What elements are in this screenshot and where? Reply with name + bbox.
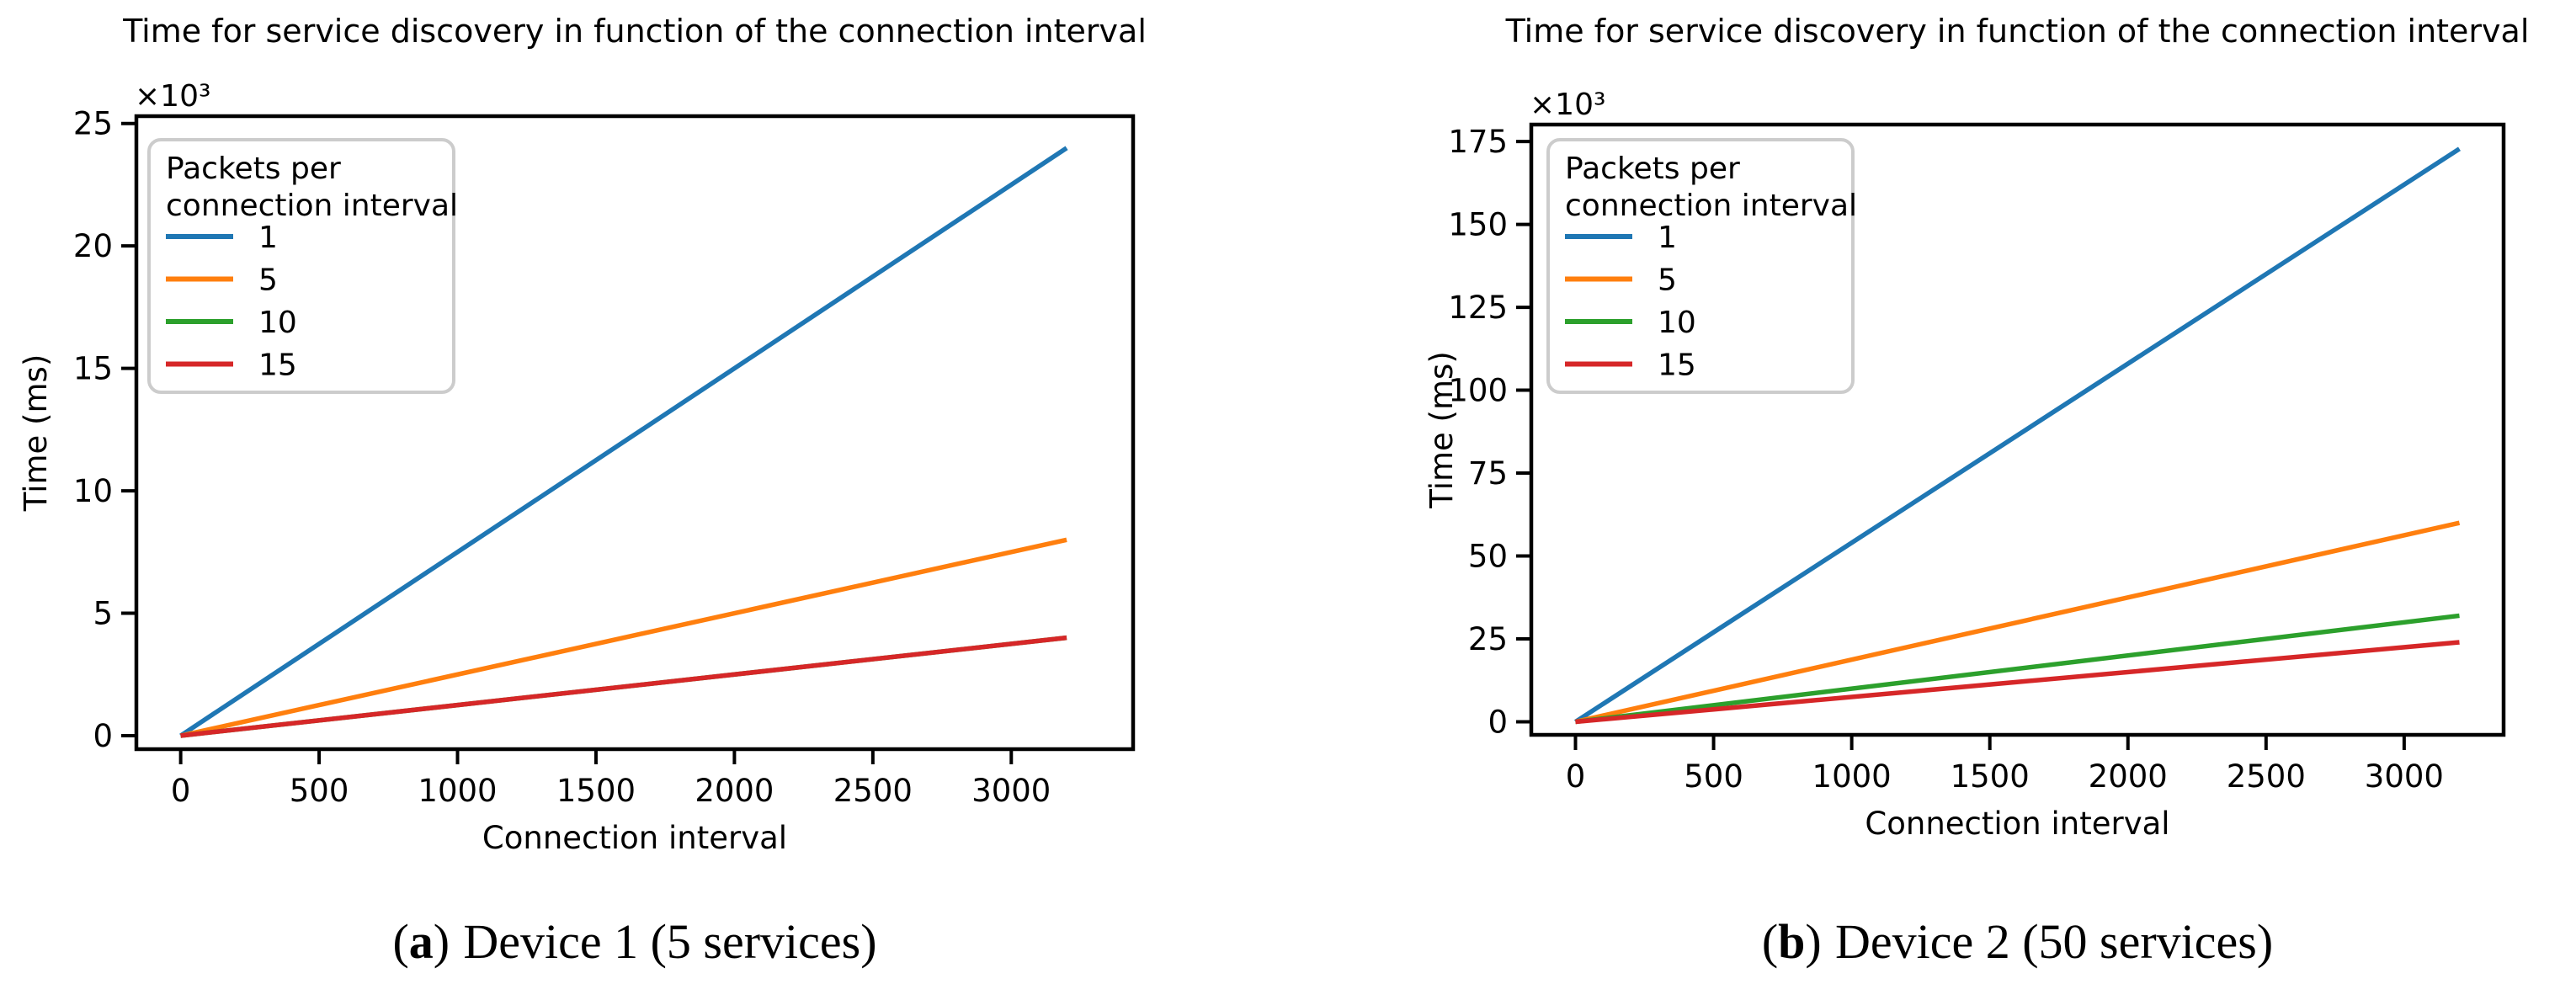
series-line-10 — [1575, 613, 2460, 725]
caption-a-paren-open: ( — [392, 914, 409, 969]
y-axis-multiplier: ×10³ — [135, 79, 210, 114]
x-tick-label: 0 — [1566, 758, 1586, 795]
y-tick-label: 10 — [73, 473, 113, 509]
y-tick-label: 50 — [1468, 539, 1508, 575]
legend-label: 1 — [1658, 221, 1677, 255]
x-tick-label: 2500 — [2227, 758, 2306, 795]
x-tick-label: 3000 — [2365, 758, 2444, 795]
chart-a-device1: Time for service discovery in function o… — [18, 13, 1147, 856]
legend-label: 10 — [1658, 306, 1696, 340]
y-tick-label: 0 — [1488, 705, 1508, 741]
y-tick-label: 25 — [73, 106, 113, 142]
x-tick-label: 1000 — [1812, 758, 1892, 795]
series-line-15 — [1575, 640, 2460, 725]
caption-b-text: Device 2 (50 services) — [1834, 914, 2274, 969]
y-tick-label: 15 — [73, 351, 113, 387]
y-tick-label: 175 — [1448, 124, 1508, 160]
x-axis-label: Connection interval — [1865, 806, 2169, 842]
y-axis-label: Time (ms) — [18, 354, 54, 513]
legend-box — [147, 138, 455, 394]
y-tick-label: 0 — [93, 718, 113, 754]
caption-a: (a) Device 1 (5 services) — [136, 907, 1133, 976]
x-tick-label: 500 — [1684, 758, 1743, 795]
legend-title-line: connection interval — [1565, 189, 1857, 223]
x-tick-label: 1000 — [418, 773, 497, 809]
x-tick-label: 0 — [171, 773, 191, 809]
caption-b: (b) Device 2 (50 services) — [1531, 907, 2504, 976]
y-axis-label: Time (ms) — [1424, 351, 1460, 509]
x-tick-label: 1500 — [556, 773, 636, 809]
y-tick-label: 150 — [1448, 207, 1508, 243]
caption-b-paren-close: ) — [1805, 914, 1822, 969]
plot-border — [134, 114, 1136, 752]
series-line-1 — [1574, 146, 2461, 724]
caption-b-letter: b — [1778, 914, 1806, 969]
y-axis-multiplier: ×10³ — [1530, 88, 1605, 122]
x-axis-label: Connection interval — [482, 820, 787, 856]
plot-border — [1529, 122, 2506, 737]
caption-b-paren-open: ( — [1761, 914, 1779, 969]
y-tick-label: 20 — [73, 228, 113, 264]
caption-a-letter: a — [408, 914, 434, 969]
legend-label: 1 — [258, 221, 278, 255]
y-tick-label: 5 — [93, 596, 113, 632]
x-tick-label: 2000 — [2089, 758, 2168, 795]
y-tick-label: 25 — [1468, 621, 1508, 657]
series-line-5 — [1574, 520, 2461, 725]
legend-label: 5 — [1658, 263, 1677, 298]
x-tick-label: 2500 — [833, 773, 913, 809]
y-tick-label: 75 — [1468, 455, 1508, 492]
x-tick-label: 2000 — [695, 773, 774, 809]
legend-label: 15 — [258, 348, 297, 383]
caption-a-paren-close: ) — [433, 914, 450, 969]
caption-a-text: Device 1 (5 services) — [463, 914, 877, 969]
series-line-5 — [180, 537, 1067, 738]
legend-title-line: Packets per — [166, 152, 341, 186]
x-tick-label: 3000 — [971, 773, 1051, 809]
legend-label: 10 — [258, 306, 297, 340]
legend-title-line: Packets per — [1565, 152, 1740, 186]
chart-title: Time for service discovery in function o… — [122, 13, 1147, 50]
y-tick-label: 125 — [1448, 290, 1508, 326]
legend-label: 15 — [1658, 348, 1696, 383]
x-tick-label: 1500 — [1951, 758, 2030, 795]
legend-label: 5 — [258, 263, 278, 298]
legend-title-line: connection interval — [166, 189, 458, 223]
y-tick-label: 100 — [1448, 373, 1508, 409]
chart-title: Time for service discovery in function o… — [1505, 13, 2530, 50]
series-line-1 — [179, 146, 1068, 738]
legend-box — [1546, 138, 1855, 394]
x-tick-label: 500 — [290, 773, 349, 809]
chart-b-device2: Time for service discovery in function o… — [1424, 13, 2530, 842]
series-line-15 — [180, 635, 1067, 738]
